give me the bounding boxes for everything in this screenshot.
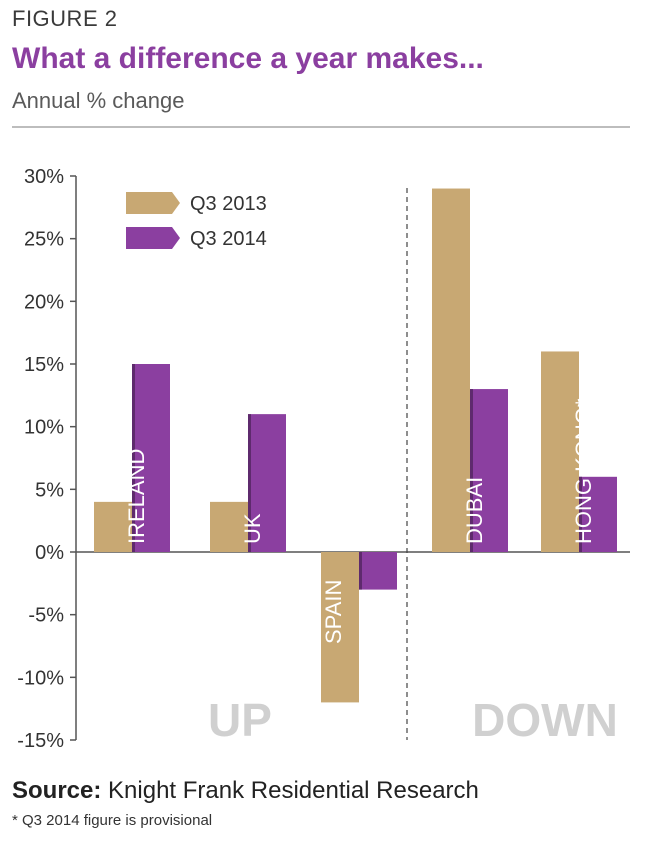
- y-tick-label: 5%: [35, 479, 64, 501]
- bar: [541, 351, 579, 552]
- chart-subtitle: Annual % change: [12, 88, 185, 113]
- bar-edge: [359, 552, 362, 590]
- y-tick-label: 10%: [24, 417, 64, 439]
- bar: [248, 414, 286, 552]
- y-tick-label: 30%: [24, 166, 64, 188]
- y-tick-label: 25%: [24, 229, 64, 251]
- category-label: SPAIN: [321, 580, 346, 644]
- y-tick-label: 20%: [24, 291, 64, 313]
- source-line: Source: Knight Frank Residential Researc…: [12, 777, 479, 805]
- legend-swatch: [126, 192, 180, 214]
- legend-label: Q3 2013: [190, 193, 267, 215]
- y-tick-label: -5%: [28, 605, 64, 627]
- source-label: Source:: [12, 777, 102, 804]
- y-tick-label: -15%: [17, 730, 64, 752]
- category-label: IRELAND: [124, 449, 149, 544]
- group-label-down: DOWN: [472, 694, 618, 746]
- bar-edge: [470, 389, 473, 552]
- footnote: * Q3 2014 figure is provisional: [12, 812, 213, 829]
- legend-label: Q3 2014: [190, 228, 267, 250]
- source-text: Knight Frank Residential Research: [101, 777, 479, 804]
- bar-edge: [248, 414, 251, 552]
- chart-title: What a difference a year makes...: [12, 42, 484, 75]
- bar: [432, 188, 470, 552]
- y-tick-label: -10%: [17, 667, 64, 689]
- figure-label: FIGURE 2: [12, 6, 118, 31]
- bar: [94, 501, 132, 552]
- bar-chart: 30% 25% 20% 15% 10% 5% 0% -5% -10% -15% UP DOWN IREL…: [17, 166, 630, 752]
- bar-edge: [132, 364, 135, 552]
- category-label: HONG KONG*: [571, 398, 596, 544]
- category-label: DUBAI: [462, 477, 487, 544]
- category-label: UK: [240, 513, 265, 544]
- bar: [470, 389, 508, 552]
- y-tick-label: 0%: [35, 542, 64, 564]
- bar: [132, 364, 170, 552]
- group-label-up: UP: [208, 694, 272, 746]
- y-tick-label: 15%: [24, 354, 64, 376]
- bar-edge: [579, 476, 582, 552]
- legend-swatch: [126, 227, 180, 249]
- bar: [579, 476, 617, 552]
- bar: [359, 552, 397, 590]
- title-divider: [12, 126, 630, 128]
- bar: [321, 552, 359, 703]
- bar: [210, 501, 248, 552]
